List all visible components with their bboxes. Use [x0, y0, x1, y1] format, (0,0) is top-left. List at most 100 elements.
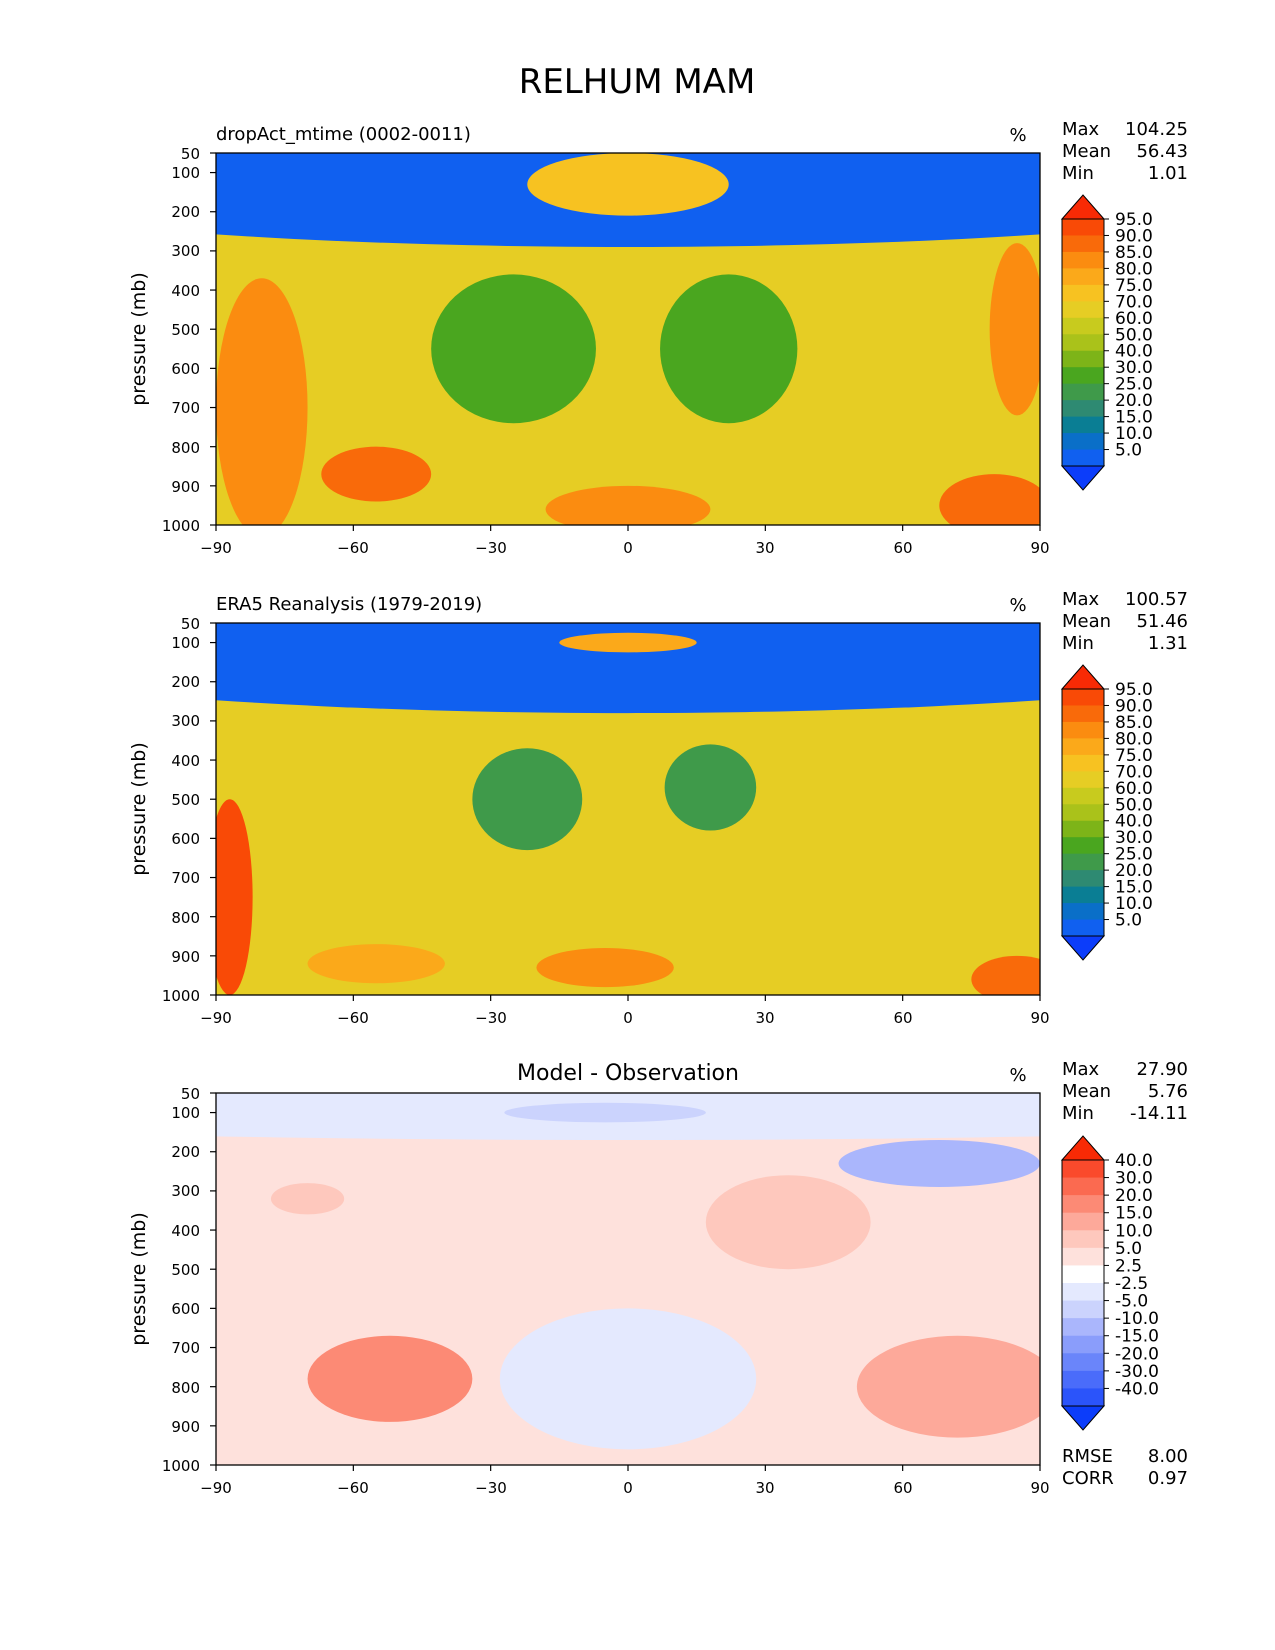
contour-fill: [216, 1093, 1040, 1465]
colorbar-segment: [1062, 1265, 1104, 1284]
stat-max-label: Max: [1062, 119, 1100, 140]
colorbar-label: 70.0: [1115, 762, 1153, 782]
colorbar-segment: [1062, 837, 1104, 855]
x-tick-label: 90: [1030, 1479, 1049, 1497]
x-ticks: −90 −60 −30 0 30 60 90: [200, 1009, 1049, 1027]
y-tick-label: 500: [171, 321, 200, 339]
contour-region: [989, 243, 1040, 416]
x-ticks: −90 −60 −30 0 30 60 90: [200, 539, 1049, 557]
y-tick-label: 1000: [162, 987, 200, 1005]
colorbar-segment: [1062, 903, 1104, 921]
y-tick-label: 700: [171, 1339, 200, 1357]
units-label: %: [1009, 1065, 1026, 1086]
colorbar-segment: [1062, 1353, 1104, 1372]
contour-region: [216, 278, 308, 525]
colorbar-label: 30.0: [1115, 358, 1153, 378]
colorbar-label: -15.0: [1115, 1327, 1159, 1347]
y-tick-label: 600: [171, 830, 200, 848]
y-ticks: 50 100 200 300 400 500 600 700 800 900 1…: [162, 1085, 200, 1475]
y-tick-label: 200: [171, 673, 200, 691]
colorbar-label: 75.0: [1115, 276, 1153, 296]
colorbar-label: 5.0: [1115, 1239, 1142, 1259]
colorbar-label: -2.5: [1115, 1274, 1148, 1294]
panel-observation: ERA5 Reanalysis (1979-2019) % Max 100.57…: [128, 589, 1188, 1027]
x-tick-label: 60: [893, 1009, 912, 1027]
corr-value: 0.97: [1148, 1468, 1188, 1489]
colorbar-bottom-arrow: [1060, 1405, 1106, 1431]
x-tick-label: 30: [755, 539, 774, 557]
x-tick-label: −30: [475, 539, 507, 557]
x-tick-label: 30: [755, 1479, 774, 1497]
colorbar-segment: [1062, 367, 1104, 385]
stat-max-value: 104.25: [1125, 119, 1188, 140]
contour-region: [270, 1183, 345, 1215]
colorbar-label: 60.0: [1115, 309, 1153, 329]
stat-min-label: Min: [1062, 163, 1094, 184]
colorbar: 95.090.085.080.075.070.060.050.040.030.0…: [1060, 664, 1153, 961]
colorbar-segment: [1062, 721, 1104, 739]
y-tick-label: 1000: [162, 1457, 200, 1475]
x-tick-label: −60: [337, 1479, 369, 1497]
colorbar-bottom-arrow: [1060, 465, 1106, 491]
colorbar-label: 15.0: [1115, 408, 1153, 428]
colorbar-segment: [1062, 738, 1104, 756]
y-ticks: 50 100 200 300 400 500 600 700 800 900 1…: [162, 615, 200, 1005]
colorbar-label: 25.0: [1115, 375, 1153, 395]
stat-min-value: 1.31: [1148, 633, 1188, 654]
rmse-label: RMSE: [1062, 1446, 1113, 1467]
colorbar-segment: [1062, 1318, 1104, 1337]
y-tick-label: 50: [181, 615, 200, 633]
colorbar-label: 30.0: [1115, 828, 1153, 848]
panel-title: Model - Observation: [517, 1061, 739, 1086]
colorbar-segment: [1062, 268, 1104, 286]
colorbar-segment: [1062, 787, 1104, 805]
x-tick-label: −90: [200, 1009, 232, 1027]
colorbar-frame: [1061, 688, 1105, 937]
contour-region: [856, 1335, 1040, 1438]
colorbar-segment: [1062, 235, 1104, 253]
contour-region: [545, 485, 711, 525]
y-tick-label: 200: [171, 1143, 200, 1161]
y-tick-label: 100: [171, 164, 200, 182]
y-axis-label: pressure (mb): [128, 1212, 150, 1346]
corr-label: CORR: [1062, 1468, 1114, 1489]
colorbar-label: 50.0: [1115, 795, 1153, 815]
colorbar-label: 10.0: [1115, 1221, 1153, 1241]
x-tick-label: 90: [1030, 1009, 1049, 1027]
colorbar-segment: [1062, 301, 1104, 319]
x-tick-label: −60: [337, 539, 369, 557]
y-tick-label: 300: [171, 242, 200, 260]
contour-fill: [216, 153, 1040, 525]
x-tick-label: 60: [893, 1479, 912, 1497]
x-tick-label: −30: [475, 1479, 507, 1497]
contour-region: [472, 748, 583, 851]
colorbar-segment: [1062, 1247, 1104, 1267]
colorbar-label: 20.0: [1115, 861, 1153, 881]
y-ticks: 50 100 200 300 400 500 600 700 800 900 1…: [162, 145, 200, 535]
colorbar-label: 5.0: [1115, 911, 1142, 931]
colorbar-label: 75.0: [1115, 746, 1153, 766]
y-tick-label: 400: [171, 1222, 200, 1240]
contour-fill: [216, 623, 1040, 995]
contour-region: [307, 944, 445, 984]
colorbar-segment: [1062, 870, 1104, 888]
x-tick-label: 0: [623, 1479, 633, 1497]
colorbar-segment: [1062, 1160, 1104, 1179]
stat-mean-value: 5.76: [1148, 1081, 1188, 1102]
colorbar-segment: [1062, 1388, 1104, 1407]
colorbar-segment: [1062, 853, 1104, 871]
rmse-value: 8.00: [1148, 1446, 1188, 1467]
contour-region: [939, 474, 1040, 525]
contour-plot: [210, 152, 1041, 531]
colorbar-segment: [1062, 1177, 1104, 1196]
figure-title: RELHUM MAM: [519, 62, 756, 102]
colorbar-segment: [1062, 400, 1104, 418]
colorbar-segment: [1062, 449, 1104, 467]
colorbar-segment: [1062, 350, 1104, 368]
colorbar-segment: [1062, 689, 1104, 707]
x-ticks: −90 −60 −30 0 30 60 90: [200, 1479, 1049, 1497]
x-tick-label: 60: [893, 539, 912, 557]
stat-max-value: 100.57: [1125, 589, 1188, 610]
stat-min-value: -14.11: [1130, 1103, 1188, 1124]
colorbar-label: -20.0: [1115, 1344, 1159, 1364]
